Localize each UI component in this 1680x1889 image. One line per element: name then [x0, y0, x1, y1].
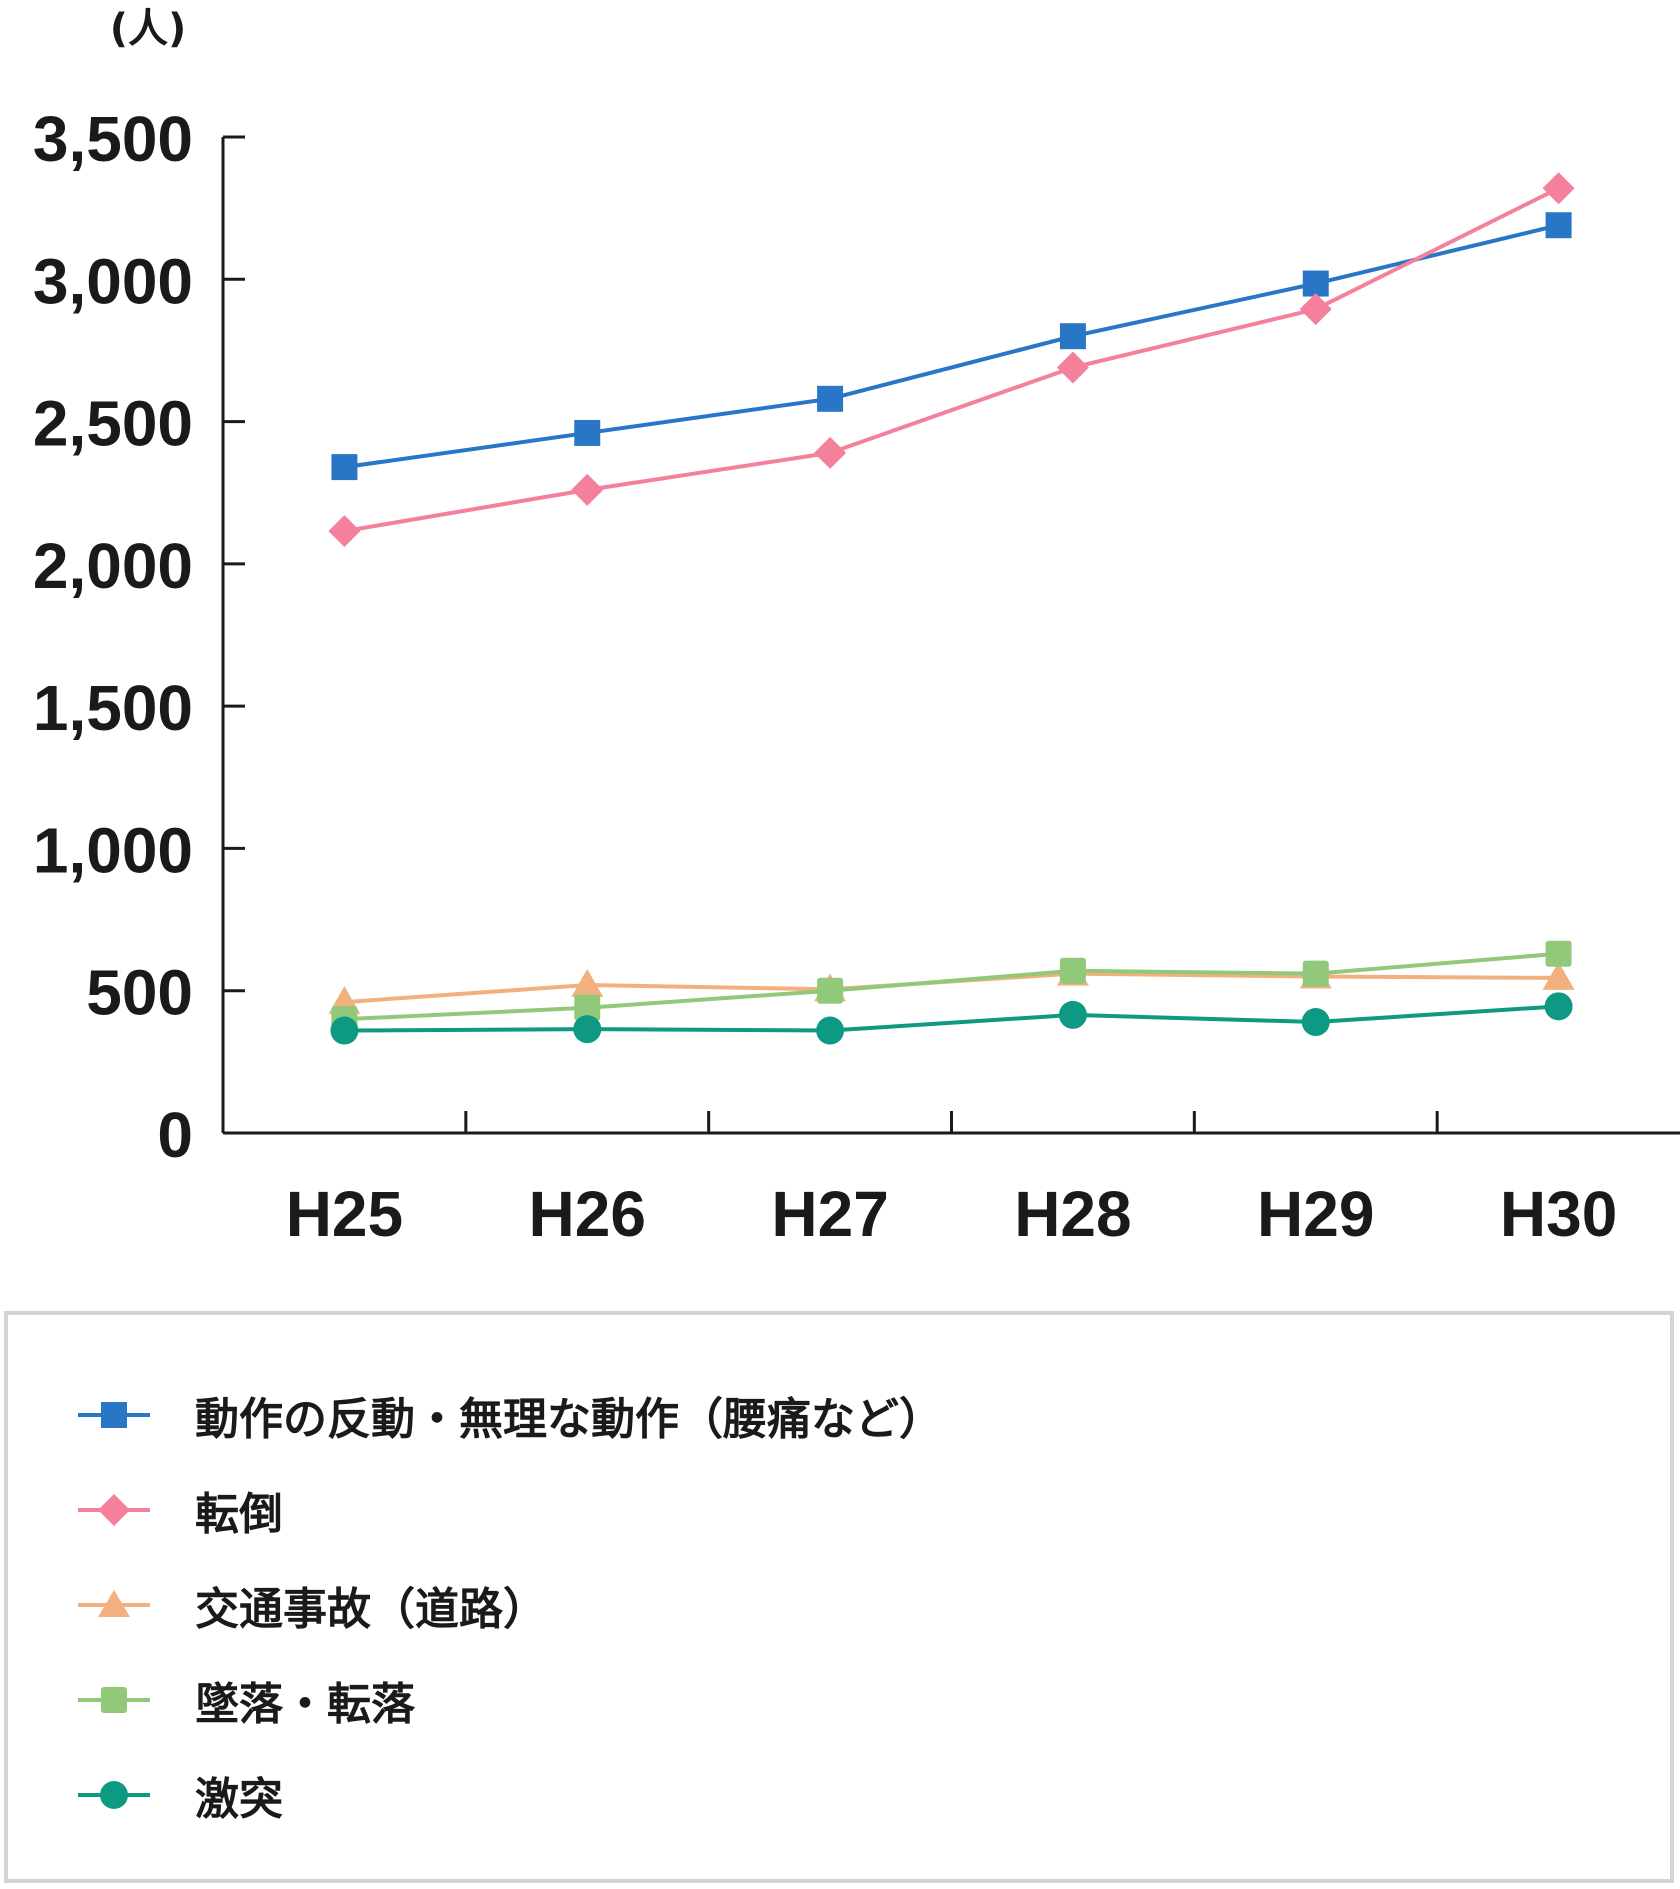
legend-item-collision: 激突 — [78, 1765, 283, 1825]
data-point-circle — [1058, 1000, 1087, 1029]
legend-swatch-triangle-orange — [78, 1590, 150, 1617]
series-0 — [331, 212, 1572, 481]
legend-item-traffic: 交通事故（道路） — [78, 1575, 547, 1635]
series-line — [344, 223, 1560, 470]
y-tick-label: 500 — [86, 957, 193, 1029]
line-chart: (人) 0 500 1,000 1,500 2,000 2,500 3,000 3,500 H… — [33, 6, 1680, 1250]
legend-item-falling: 墜落・転落 — [78, 1670, 415, 1730]
data-point-diamond — [1056, 351, 1089, 384]
data-point-square — [574, 419, 601, 446]
y-tick-label: 1,500 — [33, 672, 193, 744]
legend-swatch-circle-teal — [78, 1781, 150, 1809]
data-point-circle — [330, 1016, 359, 1045]
x-tick-label: H29 — [1257, 1178, 1374, 1250]
series-layer — [328, 172, 1575, 1045]
axes — [221, 137, 1680, 1135]
data-point-square — [1059, 957, 1086, 984]
data-point-square — [1302, 270, 1329, 297]
legend-label: 動作の反動・無理な動作（腰痛など） — [195, 1394, 943, 1445]
data-point-square — [1545, 212, 1572, 239]
data-point-circle — [1301, 1008, 1330, 1037]
data-point-square — [574, 994, 601, 1021]
series-1 — [328, 172, 1575, 548]
data-point-triangle — [1542, 961, 1575, 990]
data-point-square — [817, 385, 844, 412]
legend-label: 墜落・転落 — [195, 1679, 415, 1730]
x-tick-label: H28 — [1014, 1178, 1131, 1250]
data-point-diamond — [1542, 172, 1575, 205]
series-line — [344, 186, 1560, 534]
y-axis-ticks: 0 500 1,000 1,500 2,000 2,500 3,000 3,500 — [33, 103, 245, 1171]
legend-swatch-diamond-pink — [78, 1494, 150, 1526]
legend-label: 転倒 — [195, 1489, 283, 1540]
data-point-triangle — [571, 969, 604, 998]
y-tick-label: 1,000 — [33, 814, 193, 886]
data-point-square — [1059, 323, 1086, 350]
data-point-diamond — [1299, 293, 1332, 326]
legend-label: 交通事故（道路） — [195, 1584, 547, 1635]
y-tick-label: 3,500 — [33, 103, 193, 175]
data-point-square — [331, 454, 358, 481]
y-tick-label: 2,000 — [33, 530, 193, 602]
legend-swatch-square-green — [78, 1687, 150, 1713]
x-tick-label: H26 — [529, 1178, 646, 1250]
x-axis-ticks: H25 H26 H27 H28 H29 H30 — [286, 1111, 1617, 1250]
y-tick-label: 3,000 — [33, 245, 193, 317]
data-point-square — [1302, 960, 1329, 987]
series-line — [344, 1004, 1559, 1033]
x-tick-label: H27 — [771, 1178, 888, 1250]
legend: 動作の反動・無理な動作（腰痛など） 転倒 交通事故（道路） 墜落・転落 激突 — [4, 1311, 1674, 1883]
data-point-diamond — [571, 473, 604, 506]
y-axis-unit-label: (人) — [110, 6, 187, 52]
data-point-diamond — [328, 515, 361, 548]
legend-label: 激突 — [195, 1774, 283, 1825]
data-point-circle — [1544, 992, 1573, 1021]
y-tick-label: 0 — [157, 1099, 193, 1171]
y-tick-label: 2,500 — [33, 388, 193, 460]
x-tick-label: H30 — [1500, 1178, 1617, 1250]
legend-item-lifting: 動作の反動・無理な動作（腰痛など） — [78, 1385, 943, 1445]
series-line — [344, 951, 1559, 1022]
data-point-circle — [816, 1016, 845, 1045]
data-point-circle — [573, 1015, 602, 1044]
data-point-diamond — [814, 436, 847, 469]
data-point-square — [1545, 940, 1572, 967]
data-point-square — [817, 977, 844, 1004]
series-4 — [330, 992, 1573, 1045]
series-line — [344, 971, 1559, 1005]
legend-swatch-square-blue — [78, 1402, 150, 1428]
x-tick-label: H25 — [286, 1178, 403, 1250]
legend-item-fall-over: 転倒 — [78, 1480, 283, 1540]
